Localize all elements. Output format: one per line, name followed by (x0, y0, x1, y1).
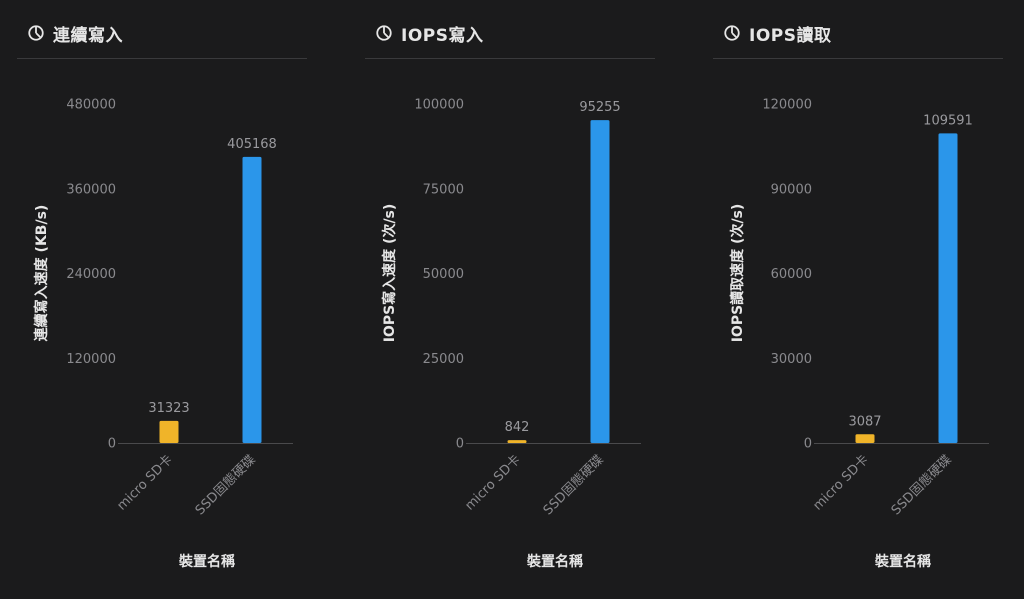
header-divider (365, 58, 655, 59)
bar-value-label: 3087 (848, 414, 881, 429)
y-tick-label: 30000 (771, 352, 812, 367)
bar-chart: 0 30000 60000 90000 120000 3087 micro SD卡 10959… (729, 98, 989, 570)
bar[interactable] (938, 133, 958, 443)
header-divider (713, 58, 1003, 59)
x-category-label: SSD固態硬碟 (192, 452, 259, 519)
bar[interactable] (855, 434, 875, 443)
y-tick-label: 75000 (423, 182, 464, 197)
x-category-label: micro SD卡 (114, 452, 175, 513)
y-tick-label: 0 (108, 437, 116, 452)
pie-chart-icon (724, 25, 740, 41)
y-tick-label: 120000 (762, 98, 812, 113)
pie-chart-icon (28, 25, 44, 41)
chart-panel-sequential-write: 連續寫入 0 120000 240000 360000 480000 31323 micro… (17, 0, 307, 599)
bar[interactable] (159, 420, 179, 443)
x-category-label: SSD固態硬碟 (888, 452, 955, 519)
header-divider (17, 58, 307, 59)
y-tick-label: 0 (804, 437, 812, 452)
y-tick-label: 240000 (66, 267, 116, 282)
bar-value-label: 95255 (579, 100, 620, 115)
panel-header: 連續寫入 (27, 20, 123, 46)
bar[interactable] (507, 440, 527, 443)
y-tick-label: 120000 (66, 352, 116, 367)
bar-value-label: 31323 (148, 401, 189, 416)
bar-chart: 0 120000 240000 360000 480000 31323 micro SD卡 4… (33, 98, 293, 570)
y-axis-title: IOPS寫入速度 (次/s) (381, 204, 398, 343)
y-axis-title: IOPS讀取速度 (次/s) (729, 204, 746, 343)
panel-header: IOPS讀取 (723, 20, 831, 46)
chart-panel-iops-read: IOPS讀取 0 30000 60000 90000 120000 3087 micro S… (713, 0, 1003, 599)
bar[interactable] (242, 156, 262, 443)
x-axis-title: 裝置名稱 (178, 553, 235, 570)
y-tick-label: 360000 (66, 182, 116, 197)
y-tick-label: 90000 (771, 182, 812, 197)
y-tick-label: 60000 (771, 267, 812, 282)
y-tick-label: 25000 (423, 352, 464, 367)
chart-panel-iops-write: IOPS寫入 0 25000 50000 75000 100000 842 micro SD… (365, 0, 655, 599)
y-tick-label: 50000 (423, 267, 464, 282)
chart-title: IOPS寫入 (401, 25, 484, 46)
bar-value-label: 109591 (923, 113, 973, 128)
y-axis-title: 連續寫入速度 (KB/s) (33, 205, 50, 342)
panel-header: IOPS寫入 (375, 20, 483, 46)
bar-value-label: 405168 (227, 137, 277, 152)
x-category-label: SSD固態硬碟 (540, 452, 607, 519)
chart-title: IOPS讀取 (749, 25, 832, 46)
bar-chart: 0 25000 50000 75000 100000 842 micro SD卡 95255 S… (381, 98, 641, 570)
bar-value-label: 842 (505, 420, 530, 435)
y-tick-label: 100000 (414, 98, 464, 113)
pie-chart-icon (376, 25, 392, 41)
x-axis-title: 裝置名稱 (874, 553, 931, 570)
bar[interactable] (590, 120, 610, 444)
x-category-label: micro SD卡 (462, 452, 523, 513)
x-category-label: micro SD卡 (810, 452, 871, 513)
y-tick-label: 0 (456, 437, 464, 452)
y-tick-label: 480000 (66, 98, 116, 113)
x-axis-title: 裝置名稱 (526, 553, 583, 570)
chart-title: 連續寫入 (53, 25, 123, 46)
